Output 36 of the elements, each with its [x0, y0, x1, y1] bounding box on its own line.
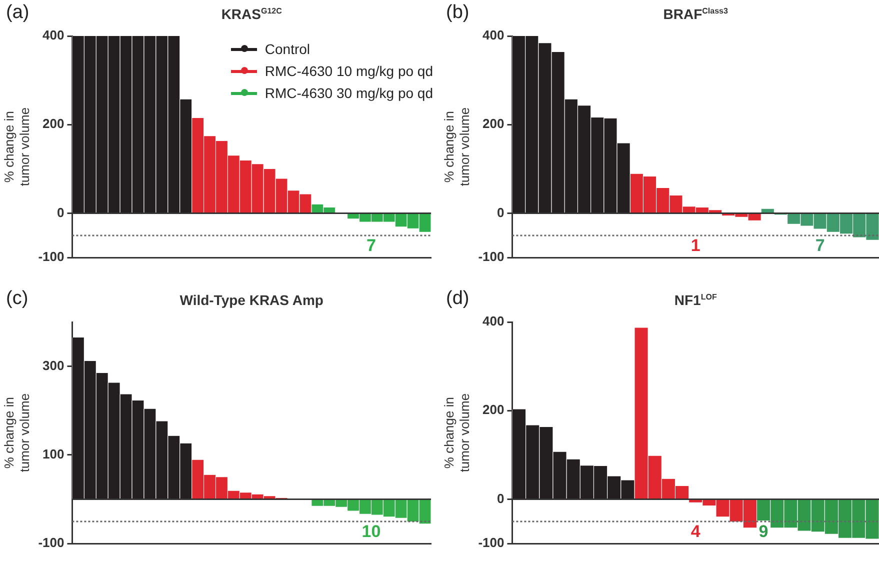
legend-label: Control — [264, 41, 310, 57]
annotation: 7 — [366, 236, 376, 255]
legend-label: RMC-4630 30 mg/kg po qd — [264, 85, 433, 101]
y-tick-label: 0 — [496, 490, 504, 506]
y-tick-label: -100 — [38, 249, 64, 264]
y-tick-label: 300 — [42, 358, 64, 373]
annotation: 10 — [362, 522, 381, 541]
y-axis-title: % change in tumor volume — [441, 107, 472, 186]
chart-subtitle: (b) — [446, 2, 470, 24]
y-tick-label: -100 — [478, 249, 504, 264]
y-tick-label: 0 — [496, 204, 504, 220]
y-tick-label: 100 — [42, 446, 64, 462]
chart-title: NF1$^{LOF}$ — [674, 292, 717, 308]
y-axis-title: % change in tumor volume — [1, 393, 32, 472]
y-axis-title: % change in tumor volume — [1, 107, 32, 186]
y-tick-label: 400 — [482, 314, 504, 329]
y-tick-label: 200 — [482, 116, 504, 132]
y-tick-label: 200 — [482, 402, 504, 418]
annotation: 9 — [758, 522, 768, 541]
y-axis-title: % change in tumor volume — [441, 393, 472, 472]
y-tick-label: 0 — [56, 204, 64, 220]
chart-subtitle: (d) — [446, 288, 470, 310]
chart-title: Wild-Type KRAS Amp — [180, 292, 324, 308]
annotation: 4 — [690, 522, 701, 541]
y-tick-label: 200 — [42, 116, 64, 132]
annotation: 1 — [690, 236, 700, 255]
y-tick-label: -100 — [478, 535, 504, 550]
chart-subtitle: (a) — [6, 2, 30, 24]
legend-label: RMC-4630 10 mg/kg po qd — [264, 63, 433, 79]
y-tick-label: 400 — [482, 28, 504, 43]
chart-title: BRAF$^{Class3}$ — [663, 6, 728, 22]
y-tick-label: 400 — [42, 28, 64, 43]
annotation: 7 — [815, 236, 825, 255]
chart-title: KRAS$^{G12C}$ — [221, 6, 282, 22]
y-tick-label: -100 — [38, 535, 64, 550]
chart-subtitle: (c) — [6, 288, 28, 310]
